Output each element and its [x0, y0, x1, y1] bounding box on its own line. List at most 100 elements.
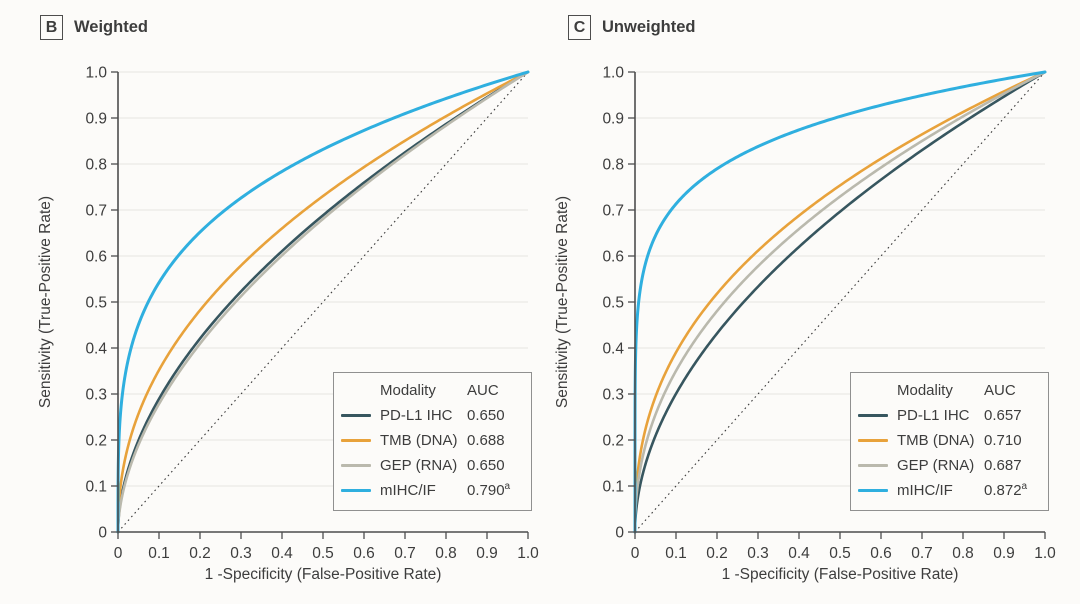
legend-header-modality: Modality [380, 382, 436, 399]
x-axis-title: 1 -Specificity (False-Positive Rate) [204, 566, 442, 583]
legend-swatch-spacer [341, 389, 371, 392]
auc-legend: Modality AUC PD-L1 IHC 0.650 TMB (DNA) 0.68… [333, 372, 532, 511]
legend-auc-value: 0.790a [467, 482, 525, 500]
legend-auc-value: 0.687 [984, 457, 1042, 474]
legend-auc-value: 0.710 [984, 432, 1042, 449]
x-tick-label: 0.4 [271, 545, 293, 562]
legend-modality-label: mIHC/IF [380, 482, 436, 499]
roc-curve-mihc-if [633, 70, 1047, 534]
y-tick-label: 0.6 [85, 249, 107, 266]
x-tick-label: 0.3 [747, 545, 769, 562]
y-tick-label: 0 [98, 525, 107, 542]
panel-header: B Weighted [40, 15, 148, 40]
legend-row-pd-l1-ihc: PD-L1 IHC 0.657 [858, 403, 1042, 428]
panel-letter-badge: B [40, 15, 63, 40]
legend-row-mihc-if: mIHC/IF 0.790a [341, 478, 525, 503]
legend-header-auc: AUC [467, 382, 499, 399]
panel-unweighted: C Unweighted Sensitivity (True-Positive … [517, 0, 1080, 604]
legend-row-gep-rna: GEP (RNA) 0.650 [341, 453, 525, 478]
auc-number: 0.710 [984, 432, 1022, 449]
x-tick-label: 0 [114, 545, 123, 562]
legend-row-tmb-dna: TMB (DNA) 0.710 [858, 428, 1042, 453]
legend-modality-label: GEP (RNA) [380, 457, 458, 474]
y-tick-label: 0.4 [85, 341, 107, 358]
y-tick-label: 0.8 [602, 157, 624, 174]
roc-curve-mihc-if [116, 70, 530, 534]
legend-auc-value: 0.657 [984, 407, 1042, 424]
legend-modality-label: TMB (DNA) [380, 432, 458, 449]
x-tick-label: 1.0 [517, 545, 539, 562]
y-tick-label: 0 [615, 525, 624, 542]
x-tick-label: 0.2 [189, 545, 211, 562]
panel-header: C Unweighted [568, 15, 696, 40]
y-tick-label: 0.1 [602, 479, 624, 496]
panel-title: Unweighted [602, 18, 696, 36]
legend-header-row: Modality AUC [858, 378, 1042, 403]
legend-line-swatch [341, 439, 371, 442]
y-tick-label: 0.3 [602, 387, 624, 404]
x-tick-label: 0.8 [952, 545, 974, 562]
y-tick-label: 0.5 [602, 295, 624, 312]
y-tick-label: 0.2 [85, 433, 107, 450]
legend-line-swatch [858, 489, 888, 492]
legend-swatch-spacer [858, 389, 888, 392]
auc-number: 0.650 [467, 457, 505, 474]
y-tick-label: 0.7 [85, 203, 107, 220]
auc-number: 0.790 [467, 482, 505, 499]
y-tick-label: 0.9 [602, 111, 624, 128]
legend-row-tmb-dna: TMB (DNA) 0.688 [341, 428, 525, 453]
x-tick-label: 0.9 [476, 545, 498, 562]
auc-number: 0.650 [467, 407, 505, 424]
x-tick-label: 0.6 [353, 545, 375, 562]
y-tick-label: 0.6 [602, 249, 624, 266]
x-tick-label: 0.7 [394, 545, 416, 562]
legend-row-pd-l1-ihc: PD-L1 IHC 0.650 [341, 403, 525, 428]
y-tick-label: 0.1 [85, 479, 107, 496]
roc-curve-tmb-dna [633, 70, 1047, 534]
legend-line-swatch [341, 414, 371, 417]
legend-header-row: Modality AUC [341, 378, 525, 403]
roc-curve-tmb-dna [116, 70, 530, 534]
x-tick-label: 0.1 [148, 545, 170, 562]
legend-rows: PD-L1 IHC 0.650 TMB (DNA) 0.688 GEP (RNA) 0.6… [341, 403, 525, 503]
y-tick-label: 0.7 [602, 203, 624, 220]
roc-plot: 0 0.1 0.2 0.3 0.4 0.5 0.6 0.7 0.8 0.9 1.0 0 0.1 0.2 0.… [602, 65, 1056, 563]
auc-footnote-marker: a [1021, 481, 1028, 492]
y-tick-label: 0.8 [85, 157, 107, 174]
roc-curve-gep-rna [116, 70, 530, 534]
x-tick-label: 1.0 [1034, 545, 1056, 562]
legend-line-swatch [858, 464, 888, 467]
x-tick-label: 0.8 [435, 545, 457, 562]
legend-auc-value: 0.872a [984, 481, 1042, 500]
legend-header-modality: Modality [897, 382, 953, 399]
legend-line-swatch [858, 439, 888, 442]
legend-rows: PD-L1 IHC 0.657 TMB (DNA) 0.710 GEP (RNA) 0.6… [858, 403, 1042, 503]
auc-number: 0.687 [984, 457, 1022, 474]
roc-plot: 0 0.1 0.2 0.3 0.4 0.5 0.6 0.7 0.8 0.9 1.0 0 0.1 0.2 0.… [85, 65, 539, 563]
legend-modality-label: mIHC/IF [897, 482, 953, 499]
x-tick-label: 0.9 [993, 545, 1015, 562]
auc-number: 0.688 [467, 432, 505, 449]
legend-line-swatch [858, 414, 888, 417]
y-tick-label: 0.3 [85, 387, 107, 404]
legend-header-auc: AUC [984, 382, 1016, 399]
x-tick-label: 0.1 [665, 545, 687, 562]
auc-legend: Modality AUC PD-L1 IHC 0.657 TMB (DNA) 0.71… [850, 372, 1049, 511]
panel-title: Weighted [74, 18, 148, 36]
y-tick-label: 0.9 [85, 111, 107, 128]
legend-line-swatch [341, 464, 371, 467]
legend-row-gep-rna: GEP (RNA) 0.687 [858, 453, 1042, 478]
y-tick-label: 1.0 [602, 65, 624, 82]
legend-modality-label: PD-L1 IHC [380, 407, 453, 424]
auc-number: 0.657 [984, 407, 1022, 424]
legend-modality-label: GEP (RNA) [897, 457, 975, 474]
legend-auc-value: 0.688 [467, 432, 525, 449]
y-tick-label: 0.4 [602, 341, 624, 358]
x-tick-label: 0.4 [788, 545, 810, 562]
x-tick-label: 0.5 [829, 545, 851, 562]
legend-auc-value: 0.650 [467, 407, 525, 424]
legend-row-mihc-if: mIHC/IF 0.872a [858, 478, 1042, 503]
legend-auc-value: 0.650 [467, 457, 525, 474]
x-tick-label: 0.7 [911, 545, 933, 562]
